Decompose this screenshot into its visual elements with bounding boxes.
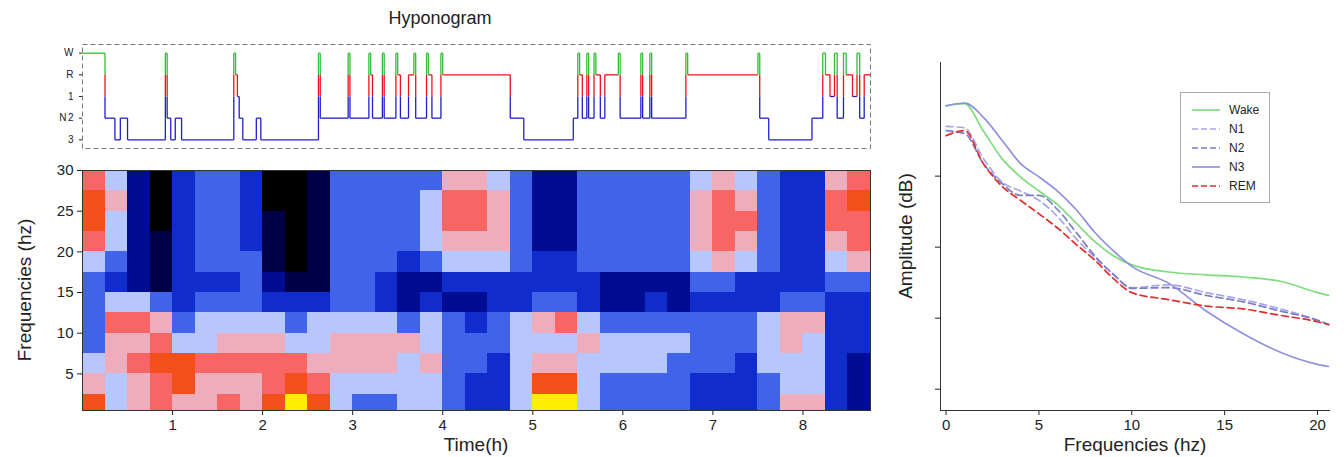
svg-text:1: 1 (168, 416, 176, 433)
html-text:Amplitude (dB): Amplitude (dB) (894, 173, 916, 299)
svg-text:25: 25 (57, 202, 74, 219)
html-text:Time(h): Time(h) (443, 433, 509, 455)
html-text:Frequencies (hz): Frequencies (hz) (13, 218, 35, 362)
svg-text:10: 10 (1123, 416, 1140, 433)
svg-text:W: W (64, 47, 74, 58)
svg-text:30: 30 (57, 161, 74, 178)
svg-text:1: 1 (68, 91, 74, 102)
svg-text:20: 20 (57, 243, 74, 260)
svg-text:8: 8 (799, 416, 807, 433)
svg-text:N: N (59, 112, 66, 123)
svg-text:2: 2 (258, 416, 266, 433)
html-text:N1: N1 (1229, 121, 1245, 136)
svg-text:5: 5 (1035, 416, 1043, 433)
html-text:N2: N2 (1229, 140, 1245, 155)
svg-text:3: 3 (348, 416, 356, 433)
html-text:REM: REM (1229, 178, 1256, 193)
html-text:Frequencies (hz): Frequencies (hz) (1063, 433, 1207, 455)
svg-text:5: 5 (529, 416, 537, 433)
svg-text:15: 15 (1216, 416, 1233, 433)
svg-text:7: 7 (709, 416, 717, 433)
svg-text:5: 5 (65, 365, 73, 382)
svg-text:20: 20 (1309, 416, 1326, 433)
svg-text:R: R (66, 69, 73, 80)
svg-text:2: 2 (68, 112, 74, 123)
svg-text:10: 10 (57, 324, 74, 341)
svg-text:0: 0 (942, 416, 950, 433)
html-text:Hyponogram: Hyponogram (388, 8, 492, 28)
svg-text:6: 6 (619, 416, 627, 433)
svg-text:3: 3 (68, 134, 74, 145)
svg-text:4: 4 (439, 416, 447, 433)
html-text:N3: N3 (1229, 159, 1245, 174)
svg-text:15: 15 (57, 283, 74, 300)
html-text:Wake: Wake (1229, 102, 1260, 117)
